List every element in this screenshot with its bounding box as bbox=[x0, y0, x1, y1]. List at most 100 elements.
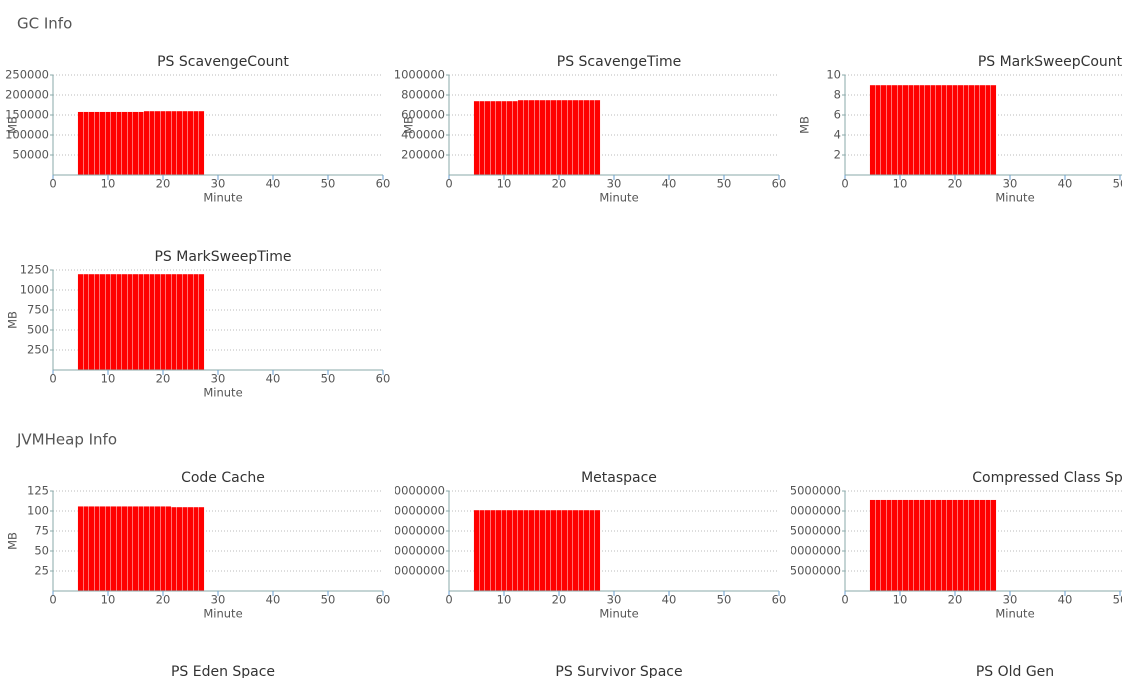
x-tick-label: 10 bbox=[893, 593, 908, 607]
x-tick-label: 20 bbox=[156, 372, 171, 386]
bar bbox=[517, 99, 524, 176]
chart: PS Old Gen bbox=[976, 664, 1054, 678]
y-axis-label: MB bbox=[798, 116, 812, 134]
x-tick-label: 60 bbox=[376, 177, 391, 191]
bar bbox=[484, 100, 491, 176]
bar bbox=[561, 509, 568, 592]
x-tick-label: 10 bbox=[893, 177, 908, 191]
bar bbox=[891, 499, 898, 592]
bar bbox=[116, 273, 122, 371]
bar bbox=[957, 84, 964, 176]
bar bbox=[182, 273, 188, 371]
bar bbox=[534, 99, 540, 176]
y-tick-label: 1250 bbox=[20, 263, 49, 277]
bar bbox=[490, 509, 496, 592]
bar bbox=[594, 509, 601, 592]
bar bbox=[495, 100, 502, 176]
bar bbox=[534, 509, 540, 592]
x-tick-label: 50 bbox=[1113, 177, 1122, 191]
bar bbox=[561, 99, 568, 176]
bar bbox=[198, 273, 205, 371]
bar bbox=[528, 509, 535, 592]
bar bbox=[583, 509, 590, 592]
bar bbox=[154, 273, 161, 371]
bar bbox=[88, 273, 95, 371]
x-tick-label: 40 bbox=[266, 177, 281, 191]
bar bbox=[875, 499, 881, 592]
x-tick-label: 30 bbox=[211, 593, 226, 607]
bar bbox=[572, 99, 579, 176]
x-tick-label: 20 bbox=[156, 593, 171, 607]
y-axis-label: MB bbox=[402, 116, 416, 134]
section-title: JVMHeap Info bbox=[16, 431, 117, 449]
bar bbox=[589, 99, 595, 176]
bar bbox=[941, 84, 947, 176]
x-tick-label: 30 bbox=[211, 372, 226, 386]
bar bbox=[990, 84, 997, 176]
x-axis-label: Minute bbox=[203, 386, 242, 400]
x-tick-label: 0 bbox=[49, 177, 56, 191]
bar bbox=[968, 499, 975, 592]
bar bbox=[891, 84, 898, 176]
bar bbox=[523, 509, 529, 592]
bar bbox=[127, 273, 133, 371]
bar bbox=[550, 99, 557, 176]
bar bbox=[160, 506, 166, 592]
chart: PS ScavengeTime 200000 400000 600000 800000 1… bbox=[395, 54, 786, 205]
bar bbox=[930, 499, 936, 592]
bar bbox=[594, 99, 601, 176]
y-tick-label: 25000000 bbox=[782, 484, 841, 498]
bar bbox=[506, 509, 513, 592]
x-tick-label: 30 bbox=[1003, 593, 1018, 607]
bar bbox=[946, 84, 953, 176]
bar bbox=[110, 273, 117, 371]
bar bbox=[88, 111, 95, 176]
y-tick-label: 250000 bbox=[5, 68, 49, 82]
bar bbox=[979, 84, 986, 176]
x-tick-label: 10 bbox=[101, 177, 116, 191]
x-axis-label: Minute bbox=[995, 191, 1034, 205]
chart: PS ScavengeCount 50000 100000 150000 200000 2… bbox=[5, 54, 390, 205]
bar bbox=[974, 499, 980, 592]
y-tick-label: 250 bbox=[27, 343, 49, 357]
x-tick-label: 0 bbox=[49, 593, 56, 607]
x-axis-label: Minute bbox=[599, 191, 638, 205]
x-tick-label: 10 bbox=[101, 372, 116, 386]
bar bbox=[572, 509, 579, 592]
bar bbox=[875, 84, 881, 176]
chart-title: PS ScavengeCount bbox=[157, 54, 289, 70]
bar bbox=[138, 506, 144, 592]
y-axis-label: MB bbox=[6, 532, 20, 550]
x-tick-label: 0 bbox=[841, 593, 848, 607]
chart: PS Eden Space bbox=[171, 664, 275, 678]
bar bbox=[110, 506, 117, 592]
chart-title: PS Eden Space bbox=[171, 664, 275, 678]
bar bbox=[198, 506, 205, 592]
x-tick-label: 30 bbox=[607, 593, 622, 607]
bar bbox=[193, 506, 199, 592]
chart-title: PS MarkSweepCount bbox=[978, 54, 1122, 70]
bar bbox=[171, 506, 177, 592]
bar bbox=[957, 499, 964, 592]
bar bbox=[187, 273, 194, 371]
y-tick-label: 500 bbox=[27, 323, 49, 337]
chart-title: PS MarkSweepTime bbox=[154, 249, 291, 265]
y-tick-label: 150000 bbox=[5, 108, 49, 122]
y-tick-label: 40000000 bbox=[386, 544, 445, 558]
bar bbox=[908, 499, 914, 592]
y-tick-label: 80000000 bbox=[386, 504, 445, 518]
bar bbox=[132, 273, 139, 371]
bar bbox=[589, 509, 595, 592]
chart-title: Metaspace bbox=[581, 470, 657, 486]
y-tick-label: 5000000 bbox=[790, 564, 841, 578]
x-tick-label: 20 bbox=[948, 593, 963, 607]
y-tick-label: 200000 bbox=[5, 88, 49, 102]
y-tick-label: 50 bbox=[34, 544, 49, 558]
x-tick-label: 20 bbox=[948, 177, 963, 191]
bar bbox=[193, 273, 199, 371]
y-tick-label: 400000 bbox=[401, 128, 445, 142]
bar bbox=[880, 84, 887, 176]
bar bbox=[105, 111, 111, 176]
